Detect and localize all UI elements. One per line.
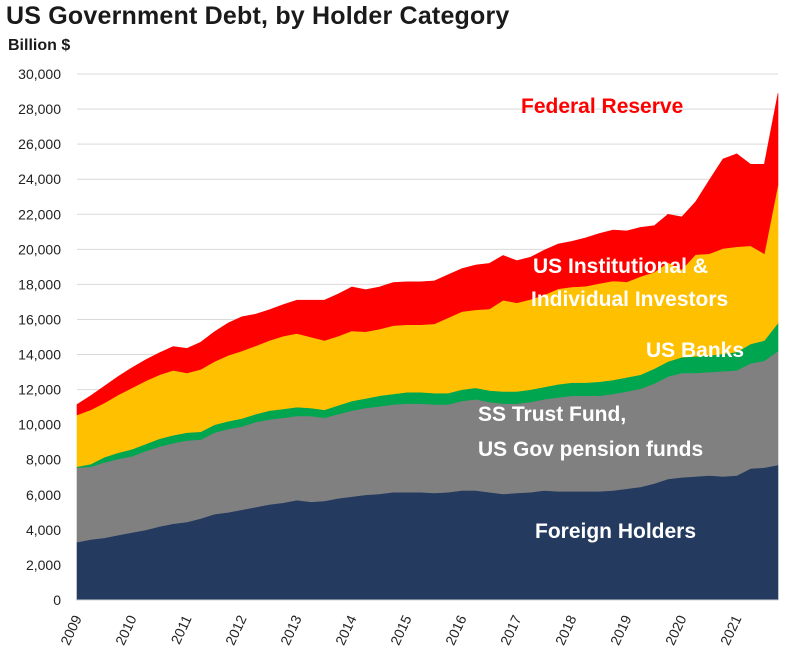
y-tick-label: 20,000	[18, 241, 61, 257]
label-ss-trust-line2: US Gov pension funds	[478, 438, 703, 461]
y-tick-label: 16,000	[18, 311, 61, 327]
x-tick-label: 2017	[497, 612, 525, 647]
y-axis-unit-label: Billion $	[8, 37, 71, 54]
x-tick-label: 2013	[277, 612, 305, 647]
stacked-areas	[76, 93, 779, 601]
y-tick-label: 12,000	[18, 382, 61, 398]
y-tick-label: 28,000	[18, 101, 61, 117]
x-tick-label: 2010	[112, 612, 140, 647]
x-tick-label: 2009	[57, 612, 85, 647]
x-tick-label: 2016	[442, 612, 470, 647]
label-us-banks: US Banks	[646, 339, 744, 362]
y-tick-label: 18,000	[18, 276, 61, 292]
y-axis-ticks: 0 2,000 4,000 6,000 8,000 10,000 12,000 14,000 1…	[18, 66, 61, 608]
x-tick-label: 2021	[717, 612, 745, 647]
y-tick-label: 24,000	[18, 171, 61, 187]
y-tick-label: 6,000	[26, 487, 61, 503]
x-tick-label: 2012	[222, 612, 250, 647]
y-tick-label: 0	[53, 592, 61, 608]
series-labels: Federal Reserve US Institutional & Indiv…	[478, 95, 744, 543]
x-tick-label: 2011	[167, 612, 194, 646]
y-tick-label: 14,000	[18, 347, 61, 363]
label-foreign-holders: Foreign Holders	[535, 520, 696, 543]
y-tick-label: 8,000	[26, 452, 61, 468]
y-tick-label: 2,000	[26, 557, 61, 573]
label-ss-trust-line1: SS Trust Fund,	[478, 403, 626, 426]
chart-title: US Government Debt, by Holder Category	[6, 2, 510, 30]
x-tick-label: 2015	[387, 612, 415, 647]
area-federal-reserve	[76, 93, 779, 416]
y-tick-label: 4,000	[26, 522, 61, 538]
y-tick-label: 10,000	[18, 417, 61, 433]
label-federal-reserve: Federal Reserve	[521, 95, 683, 118]
x-tick-label: 2014	[332, 612, 360, 647]
label-us-investors-line2: Individual Investors	[531, 288, 728, 311]
x-tick-label: 2020	[662, 612, 690, 647]
y-tick-label: 26,000	[18, 136, 61, 152]
label-us-investors-line1: US Institutional &	[533, 255, 708, 278]
y-tick-label: 22,000	[18, 206, 61, 222]
x-tick-label: 2019	[607, 612, 635, 647]
y-tick-label: 30,000	[18, 66, 61, 82]
x-axis-ticks: 2009 2010 2011 2012 2013 2014 2015 2016 2017 2018…	[57, 612, 745, 647]
x-tick-label: 2018	[552, 612, 580, 647]
